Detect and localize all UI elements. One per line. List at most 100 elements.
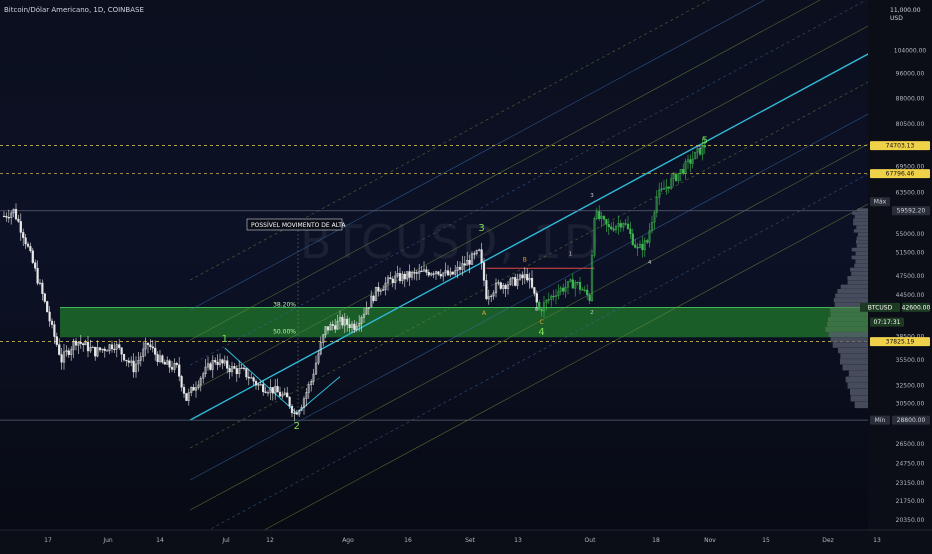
- candle-body: [305, 392, 308, 399]
- candle-body: [53, 324, 56, 337]
- candle-body: [34, 262, 37, 269]
- candle-body: [343, 318, 346, 326]
- candle-body: [65, 350, 68, 353]
- candle-body: [257, 384, 260, 386]
- candle-body: [82, 343, 85, 346]
- candle-body: [262, 384, 265, 393]
- candle-body: [646, 240, 649, 243]
- candle-body: [266, 392, 270, 394]
- candle-body: [554, 295, 558, 297]
- candle-body: [694, 151, 697, 160]
- candle-body: [62, 351, 66, 363]
- time-axis-tick: Nov: [704, 537, 716, 544]
- candle-body: [634, 244, 637, 248]
- volume-profile-bar: [855, 259, 868, 264]
- candle-body: [473, 253, 476, 255]
- candle-body: [175, 363, 178, 365]
- candle-body: [619, 223, 622, 228]
- candle-body: [156, 354, 159, 362]
- candle-body: [206, 363, 210, 368]
- wave-label: 2: [294, 421, 300, 432]
- candle-body: [60, 354, 63, 363]
- candle-body: [283, 392, 286, 395]
- currency-label: USD: [890, 15, 903, 22]
- candle-body: [427, 272, 430, 276]
- candle-body: [468, 259, 471, 265]
- minor-wave-label: 3: [590, 193, 594, 199]
- price-tag: 42600.00: [902, 304, 931, 311]
- candle-body: [317, 353, 320, 364]
- volume-profile-bar: [856, 243, 868, 248]
- candle-body: [590, 255, 594, 301]
- candle-body: [410, 272, 414, 278]
- candle-body: [329, 324, 332, 331]
- candle-body: [593, 218, 596, 256]
- candle-body: [422, 269, 426, 272]
- candle-body: [686, 159, 690, 162]
- volume-profile-bar: [827, 321, 868, 327]
- abc-label: B: [523, 256, 527, 263]
- candle-body: [211, 360, 214, 370]
- candle-body: [94, 346, 97, 357]
- candle-body: [701, 145, 704, 155]
- price-tag: 59592.20: [897, 208, 926, 215]
- channel-parallel-line: [189, 101, 891, 481]
- volume-profile-bar: [834, 302, 868, 308]
- candle-body: [660, 188, 663, 191]
- candle-body: [89, 347, 92, 352]
- candle-body: [578, 281, 582, 290]
- price-axis-tick: 38500.00: [896, 334, 925, 341]
- candle-body: [223, 360, 226, 364]
- candle-body: [295, 412, 298, 415]
- candle-body: [626, 223, 630, 230]
- price-tag-bg: [892, 206, 930, 216]
- volume-profile-bar: [847, 382, 868, 389]
- price-tag-bg: [892, 415, 930, 425]
- candle-body: [17, 218, 20, 222]
- candle-body: [259, 384, 262, 386]
- candle-body: [566, 281, 570, 288]
- candle-body: [430, 273, 433, 276]
- candle-body: [396, 273, 399, 277]
- price-axis-tick: 88000.00: [896, 95, 925, 102]
- candle-body: [166, 360, 169, 365]
- candle-body: [281, 394, 284, 397]
- candle-body: [12, 208, 15, 214]
- candle-body: [550, 295, 553, 300]
- abc-label: C: [539, 319, 543, 326]
- candle-body: [31, 250, 34, 263]
- candle-body: [101, 348, 104, 351]
- volume-profile-bar: [837, 347, 868, 354]
- candle-body: [322, 334, 325, 343]
- price-axis-top-value: 11,000.00: [890, 7, 921, 14]
- candle-body: [377, 286, 380, 292]
- candle-body: [221, 359, 224, 364]
- candle-body: [26, 243, 30, 247]
- candle-body: [538, 301, 541, 310]
- candle-body: [22, 232, 25, 238]
- candle-body: [485, 280, 488, 300]
- price-axis-tick: 104000.00: [894, 47, 927, 54]
- candle-body: [233, 366, 236, 369]
- candle-body: [526, 274, 529, 281]
- candle-body: [110, 344, 114, 350]
- candle-body: [689, 159, 692, 164]
- volume-profile-bar: [853, 222, 868, 226]
- channel-parallel-line: [219, 191, 891, 554]
- time-axis-tick: Dez: [822, 537, 833, 544]
- time-axis-tick: Set: [465, 537, 476, 544]
- candle-body: [120, 347, 123, 355]
- candle-body: [247, 376, 250, 379]
- volume-profile-bar: [830, 337, 868, 343]
- candle-body: [425, 269, 428, 273]
- candle-body: [254, 381, 258, 386]
- price-axis-tick: 26500.00: [896, 441, 925, 448]
- candle-body: [24, 237, 27, 245]
- volume-profile-bar: [832, 342, 868, 348]
- price-tag: Máx: [874, 199, 887, 206]
- volume-profile-bar: [839, 359, 868, 365]
- candle-body: [586, 289, 589, 296]
- volume-profile-bar: [853, 229, 868, 233]
